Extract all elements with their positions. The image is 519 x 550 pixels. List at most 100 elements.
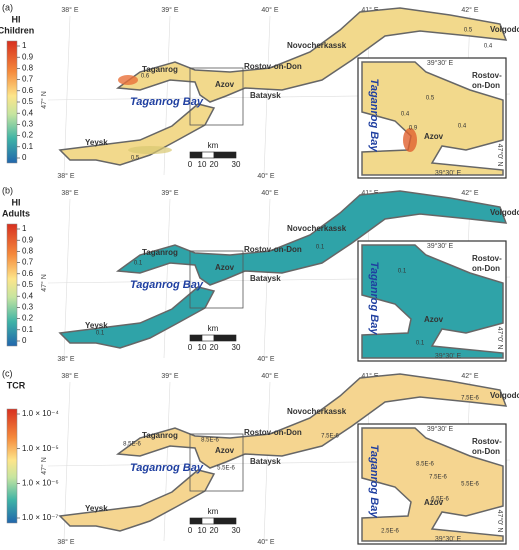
legend-title: HI [12, 197, 21, 207]
hotspot [118, 75, 138, 85]
contour-label: 2.5E-6 [381, 529, 399, 535]
contour-label: 0.4 [484, 44, 493, 50]
meridian [263, 198, 271, 359]
longitude-label: 40° E [257, 538, 275, 546]
legend-tick-label: 0.4 [22, 291, 34, 300]
contour-label: 5.5E-6 [217, 466, 235, 472]
longitude-label: 38° E [61, 189, 79, 197]
inset-town: Azov [424, 315, 444, 324]
contour-label: 8.5E-6 [201, 438, 219, 444]
city-label: Volgodonsk [490, 25, 519, 34]
city-label: Taganrog [142, 431, 178, 440]
city-label: Yeysk [85, 138, 108, 147]
longitude-label: 40° E [261, 372, 279, 380]
panel-label: (a) [2, 2, 13, 12]
legend-tick-label: 0.2 [22, 131, 34, 140]
city-label: Azov [215, 80, 235, 89]
hotspot [403, 128, 417, 152]
inset-bay: Taganrog Bay [368, 79, 380, 153]
inset-city: Rostov- [472, 437, 502, 446]
bay-label: Taganrog Bay [130, 96, 204, 108]
contour-label: 0.4 [458, 124, 467, 130]
city-label: Rostov-on-Don [244, 245, 302, 254]
meridian [163, 198, 171, 359]
legend-tick-label: 0.7 [22, 75, 34, 84]
city-label: Bataysk [250, 91, 281, 100]
inset-longitude: 39°30' E [435, 535, 462, 543]
city-label: Bataysk [250, 274, 281, 283]
city-label: Novocherkassk [287, 224, 347, 233]
city-label: Bataysk [250, 457, 281, 466]
legend-title: HI [12, 14, 21, 24]
legend-tick-label: 1 [22, 224, 27, 233]
contour-label: 0.1 [96, 331, 105, 337]
contour-label: 0.1 [134, 261, 143, 267]
inset-water [361, 427, 504, 542]
contour-label: 7.5E-6 [429, 475, 447, 481]
scale-tick-label: 10 [198, 343, 207, 352]
longitude-label: 39° E [161, 372, 179, 380]
longitude-label: 42° E [461, 6, 479, 14]
city-label: Yeysk [85, 321, 108, 330]
longitude-label: 40° E [257, 355, 275, 363]
meridian [63, 15, 71, 176]
legend-tick-label: 0.9 [22, 52, 34, 61]
color-bar [6, 408, 18, 524]
inset-longitude: 39°30' E [435, 352, 462, 360]
city-label: Volgodonsk [490, 391, 519, 400]
longitude-label: 42° E [461, 189, 479, 197]
legend-tick-label: 0.1 [22, 325, 34, 334]
inset-longitude: 39°30' E [427, 59, 454, 67]
latitude-label: 47° N [40, 457, 48, 475]
panel-label: (b) [2, 185, 13, 195]
legend-tick-label: 0.5 [22, 97, 34, 106]
scale-tick-label: 20 [210, 343, 219, 352]
latitude-label: 47° N [40, 91, 48, 109]
contour-label: 0.6 [141, 74, 150, 80]
inset-latitude: 47°0' N [496, 510, 504, 533]
city-label: Taganrog [142, 65, 178, 74]
longitude-label: 42° E [461, 372, 479, 380]
scale-bar [189, 334, 203, 342]
zoom-box [189, 433, 244, 492]
contour-label: 8.5E-6 [416, 462, 434, 468]
city-label: Taganrog [142, 248, 178, 257]
scale-tick-label: 30 [232, 526, 241, 535]
scale-tick-label: 30 [232, 160, 241, 169]
bay-label: Taganrog Bay [130, 462, 204, 474]
legend-tick-label: 0.7 [22, 258, 34, 267]
longitude-label: 38° E [61, 6, 79, 14]
city-label: Volgodonsk [490, 208, 519, 217]
meridian [63, 381, 71, 542]
legend-tick-label: 0.4 [22, 108, 34, 117]
scale-bar [201, 151, 215, 159]
inset-city: on-Don [472, 81, 500, 90]
scale-unit: km [208, 507, 219, 516]
legend-tick-label: 1.0 × 10⁻⁷ [22, 513, 58, 522]
contour-label: 0.5 [464, 28, 473, 34]
city-label: Rostov-on-Don [244, 428, 302, 437]
scale-bar [189, 151, 203, 159]
legend-tick-label: 0.8 [22, 247, 34, 256]
contour-label: 0.5 [131, 156, 140, 162]
color-bar [6, 40, 18, 164]
scale-tick-label: 30 [232, 343, 241, 352]
meridian [263, 381, 271, 542]
longitude-label: 38° E [57, 538, 75, 546]
contour-label: 0.9 [409, 126, 418, 132]
inset-water [361, 244, 504, 359]
inset-city: Rostov- [472, 254, 502, 263]
scale-tick-label: 20 [210, 526, 219, 535]
meridian [63, 198, 71, 359]
legend-tick-label: 0.1 [22, 142, 34, 151]
legend-tick-label: 0.2 [22, 314, 34, 323]
scale-tick-label: 20 [210, 160, 219, 169]
longitude-label: 41° E [361, 372, 379, 380]
legend-tick-label: 1.0 × 10⁻⁵ [22, 444, 59, 453]
inset-latitude: 47°0' N [496, 327, 504, 350]
city-label: Rostov-on-Don [244, 62, 302, 71]
longitude-label: 40° E [257, 172, 275, 180]
city-label: Novocherkassk [287, 41, 347, 50]
legend-tick-label: 0.8 [22, 64, 34, 73]
latitude-label: 47° N [40, 274, 48, 292]
